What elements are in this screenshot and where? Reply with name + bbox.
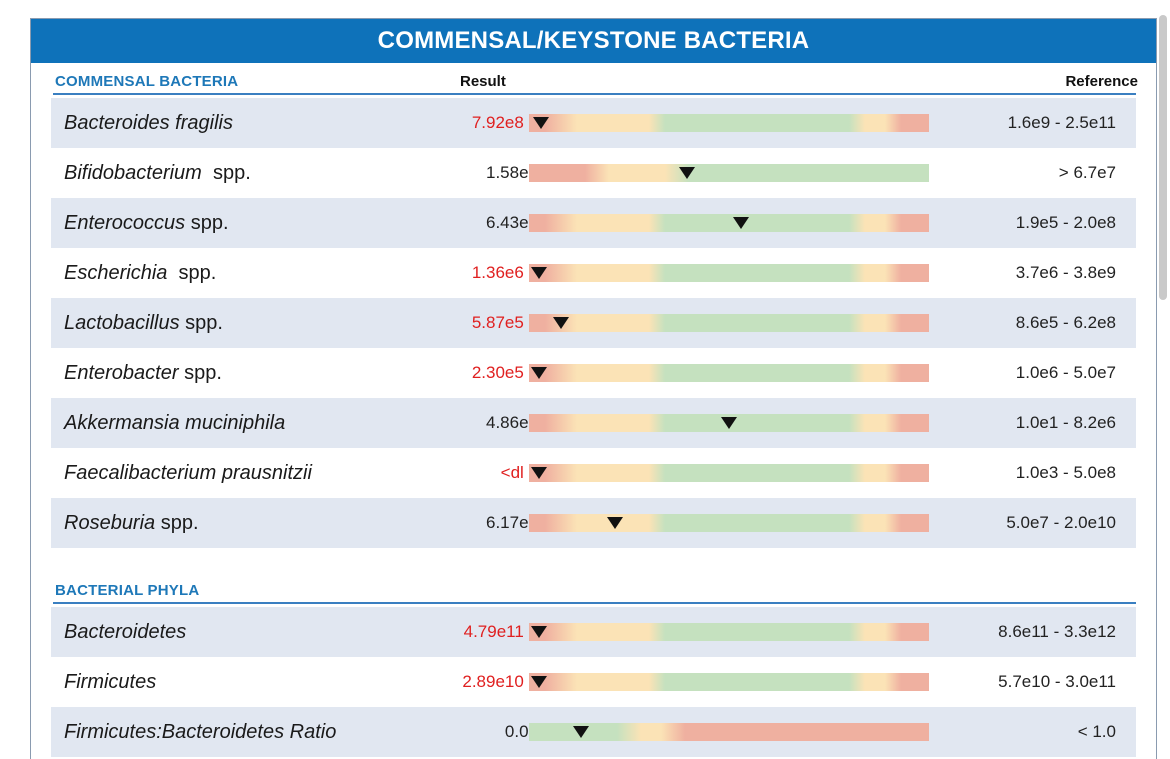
range-bar xyxy=(529,264,929,282)
section-header: COMMENSAL BACTERIA Result Reference xyxy=(53,71,1138,95)
result-marker xyxy=(531,267,547,279)
organism-name-italic: Faecalibacterium prausnitzii xyxy=(64,462,312,484)
organism-name: Escherichia spp. xyxy=(64,248,216,298)
table-row: Bacteroidetes 4.79e11 L 8.6e11 - 3.3e12 xyxy=(51,607,1136,657)
range-bar xyxy=(529,673,929,691)
organism-name: Bifidobacterium spp. xyxy=(64,148,251,198)
result-marker xyxy=(679,167,695,179)
range-bar xyxy=(529,214,929,232)
organism-name-italic: Enterococcus xyxy=(64,212,186,234)
table-row: Enterococcus spp. 6.43e6 1.9e5 - 2.0e8 xyxy=(51,198,1136,248)
table-row: Firmicutes 2.89e10 L 5.7e10 - 3.0e11 xyxy=(51,657,1136,707)
reference-range: 8.6e11 - 3.3e12 xyxy=(998,622,1116,641)
result-value: 7.92e8 L xyxy=(471,113,538,132)
reference-range: 5.0e7 - 2.0e10 xyxy=(1006,513,1116,532)
organism-name-suffix: spp. xyxy=(178,362,222,384)
range-bar xyxy=(529,164,929,182)
organism-name-italic: Firmicutes:Bacteroidetes Ratio xyxy=(64,721,337,743)
table-row: Enterobacter spp. 2.30e5 L 1.0e6 - 5.0e7 xyxy=(51,348,1136,398)
reference-range: 8.6e5 - 6.2e8 xyxy=(1015,313,1116,332)
organism-name-suffix: spp. xyxy=(201,162,251,184)
organism-name: Firmicutes xyxy=(64,657,156,707)
table-row: Lactobacillus spp. 5.87e5 L 8.6e5 - 6.2e8 xyxy=(51,298,1136,348)
organism-name-italic: Roseburia xyxy=(64,512,156,534)
reference-range: < 1.0 xyxy=(1077,722,1116,741)
reference-column-header: Reference xyxy=(1065,73,1138,90)
result-marker xyxy=(533,117,549,129)
organism-name: Bacteroidetes xyxy=(64,607,186,657)
result-value: 4.86e3 xyxy=(486,413,538,432)
result-value: 4.79e11 L xyxy=(463,622,538,641)
result-value: 6.43e6 xyxy=(486,213,538,232)
reference-range: 1.6e9 - 2.5e11 xyxy=(1007,113,1116,132)
reference-range: 1.0e1 - 8.2e6 xyxy=(1015,413,1116,432)
result-marker xyxy=(607,517,623,529)
reference-range: > 6.7e7 xyxy=(1058,163,1116,182)
organism-name: Bacteroides fragilis xyxy=(64,98,233,148)
organism-name: Roseburia spp. xyxy=(64,498,199,548)
result-marker xyxy=(721,417,737,429)
organism-name-italic: Lactobacillus xyxy=(64,312,180,334)
organism-name: Akkermansia muciniphila xyxy=(64,398,285,448)
organism-name-suffix: spp. xyxy=(155,512,199,534)
organism-name-italic: Bacteroidetes xyxy=(64,621,187,643)
reference-range: 3.7e6 - 3.8e9 xyxy=(1015,263,1116,282)
report-card: COMMENSAL/KEYSTONE BACTERIA COMMENSAL BA… xyxy=(30,18,1157,759)
organism-name-italic: Bifidobacterium xyxy=(64,162,202,184)
result-value: 1.58e9 xyxy=(486,163,538,182)
result-marker xyxy=(553,317,569,329)
organism-name: Enterococcus spp. xyxy=(64,198,229,248)
reference-range: 1.0e3 - 5.0e8 xyxy=(1015,463,1116,482)
table-row: Firmicutes:Bacteroidetes Ratio 0.06 < 1.0 xyxy=(51,707,1136,757)
reference-range: 5.7e10 - 3.0e11 xyxy=(998,672,1116,691)
table-row: Akkermansia muciniphila 4.86e3 1.0e1 - 8.2… xyxy=(51,398,1136,448)
result-column-header: Result xyxy=(460,73,506,90)
result-value: 2.30e5 L xyxy=(471,363,538,382)
result-value: 5.87e5 L xyxy=(471,313,538,332)
organism-name-italic: Escherichia xyxy=(64,262,168,284)
section-title: BACTERIAL PHYLA xyxy=(55,582,200,599)
result-value: 1.36e6 L xyxy=(471,263,538,282)
organism-name: Lactobacillus spp. xyxy=(64,298,223,348)
result-marker xyxy=(531,676,547,688)
result-marker xyxy=(531,467,547,479)
range-bar xyxy=(529,623,929,641)
table-row: Bifidobacterium spp. 1.58e9 > 6.7e7 xyxy=(51,148,1136,198)
range-bar xyxy=(529,314,929,332)
table-row: Faecalibacterium prausnitzii <dl L 1.0e3 -… xyxy=(51,448,1136,498)
organism-name-suffix: spp. xyxy=(185,212,229,234)
organism-name: Faecalibacterium prausnitzii xyxy=(64,448,312,498)
range-bar xyxy=(529,414,929,432)
range-bar xyxy=(529,723,929,741)
result-value: 2.89e10 L xyxy=(462,672,538,691)
result-value: <dl L xyxy=(500,463,538,482)
section-title: COMMENSAL BACTERIA xyxy=(55,73,239,90)
reference-range: 1.0e6 - 5.0e7 xyxy=(1015,363,1116,382)
scrollbar[interactable] xyxy=(1159,15,1167,300)
result-marker xyxy=(531,367,547,379)
report-title: COMMENSAL/KEYSTONE BACTERIA xyxy=(31,19,1156,63)
result-marker xyxy=(573,726,589,738)
result-marker xyxy=(733,217,749,229)
result-marker xyxy=(531,626,547,638)
table-row: Bacteroides fragilis 7.92e8 L 1.6e9 - 2.5e… xyxy=(51,98,1136,148)
table-row: Roseburia spp. 6.17e7 5.0e7 - 2.0e10 xyxy=(51,498,1136,548)
organism-name: Firmicutes:Bacteroidetes Ratio xyxy=(64,707,336,757)
section-header: BACTERIAL PHYLA xyxy=(53,580,1136,604)
organism-name-italic: Akkermansia muciniphila xyxy=(64,412,286,434)
range-bar xyxy=(529,464,929,482)
organism-name-italic: Enterobacter xyxy=(64,362,179,384)
range-bar xyxy=(529,114,929,132)
range-bar xyxy=(529,514,929,532)
result-value: 6.17e7 xyxy=(486,513,538,532)
organism-name-suffix: spp. xyxy=(179,312,223,334)
organism-name-italic: Bacteroides fragilis xyxy=(64,112,233,134)
range-bar xyxy=(529,364,929,382)
reference-range: 1.9e5 - 2.0e8 xyxy=(1015,213,1116,232)
organism-name-suffix: spp. xyxy=(167,262,217,284)
table-row: Escherichia spp. 1.36e6 L 3.7e6 - 3.8e9 xyxy=(51,248,1136,298)
organism-name-italic: Firmicutes xyxy=(64,671,157,693)
organism-name: Enterobacter spp. xyxy=(64,348,222,398)
